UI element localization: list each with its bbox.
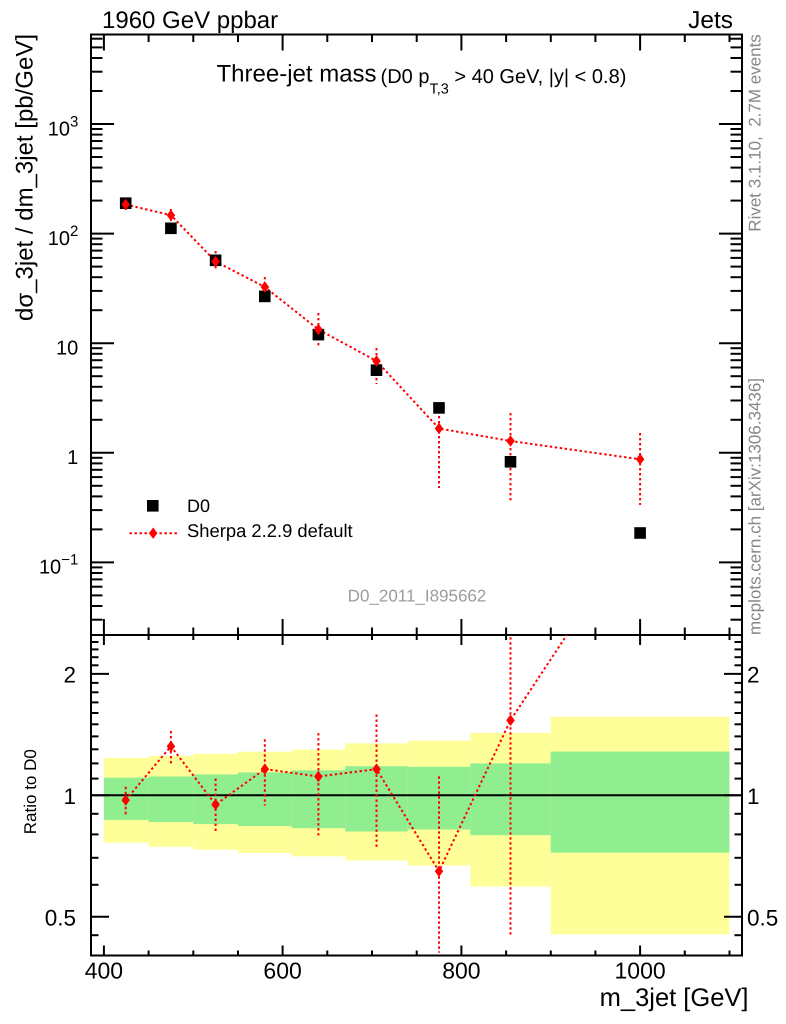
svg-text:mcplots.cern.ch [arXiv:1306.34: mcplots.cern.ch [arXiv:1306.3436]	[746, 378, 765, 635]
svg-text:800: 800	[442, 957, 480, 983]
svg-text:10: 10	[56, 338, 78, 360]
svg-text:1: 1	[747, 784, 760, 809]
svg-text:600: 600	[263, 957, 301, 983]
svg-text:D0: D0	[187, 496, 210, 516]
svg-text:dσ_3jet / dm_3jet [pb/GeV]: dσ_3jet / dm_3jet [pb/GeV]	[12, 34, 39, 321]
svg-text:2: 2	[747, 663, 760, 688]
svg-text:D0_2011_I895662: D0_2011_I895662	[348, 587, 487, 606]
svg-text:Rivet 3.1.10, 2.7M events: Rivet 3.1.10, 2.7M events	[746, 34, 765, 232]
svg-text:0.5: 0.5	[747, 905, 778, 930]
svg-text:1000: 1000	[615, 957, 666, 983]
svg-text:Sherpa 2.2.9 default: Sherpa 2.2.9 default	[187, 520, 353, 541]
svg-text:m_3jet [GeV]: m_3jet [GeV]	[600, 984, 749, 1012]
svg-text:1: 1	[67, 447, 78, 469]
svg-text:2: 2	[63, 663, 76, 688]
svg-text:Ratio to D0: Ratio to D0	[21, 749, 40, 834]
svg-text:1960 GeV ppbar: 1960 GeV ppbar	[102, 7, 278, 34]
svg-text:0.5: 0.5	[45, 905, 76, 930]
svg-text:400: 400	[85, 957, 123, 983]
svg-text:1: 1	[63, 784, 76, 809]
svg-text:Jets: Jets	[688, 7, 733, 34]
